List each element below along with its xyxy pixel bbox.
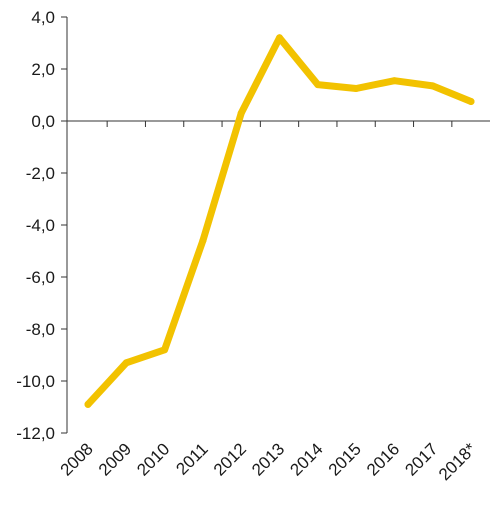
data-point (276, 34, 283, 42)
data-point (352, 85, 360, 92)
x-tick-label: 2016 (363, 439, 403, 479)
data-point (161, 346, 169, 354)
y-tick-label: -6,0 (26, 268, 55, 287)
data-point (429, 82, 437, 90)
x-tick-label: 2012 (210, 439, 250, 479)
x-tick-label: 2017 (401, 439, 441, 479)
x-tick-label: 2013 (248, 439, 288, 479)
x-tick-label: 2014 (286, 439, 326, 479)
axes (66, 17, 490, 433)
y-tick-label: -12,0 (16, 424, 55, 443)
x-tick-label: 2015 (325, 439, 365, 479)
y-tick-label: 0,0 (31, 112, 55, 131)
x-tick-label: 2009 (95, 439, 135, 479)
y-tick-label: -10,0 (16, 372, 55, 391)
y-tick-label: 4,0 (31, 8, 55, 27)
y-tick-label: -2,0 (26, 164, 55, 183)
y-tick-label: -8,0 (26, 320, 55, 339)
data-point (467, 98, 475, 105)
y-tick-label: 2,0 (31, 60, 55, 79)
data-point (84, 400, 92, 408)
y-tick-label: -4,0 (26, 216, 55, 235)
data-point (390, 77, 398, 85)
x-tick-label: 2011 (172, 439, 211, 478)
data-point (199, 237, 207, 245)
series-line (84, 34, 475, 408)
x-tick-label: 2018* (435, 439, 480, 484)
data-point (314, 81, 322, 89)
x-tick-label: 2008 (57, 439, 97, 479)
data-point (237, 109, 245, 117)
data-point (122, 359, 130, 367)
series-layer (84, 34, 475, 408)
x-tick-label: 2010 (133, 439, 173, 479)
y-axis-ticks: 4,0 2,0 0,0 -2,0 -4,0 -6,0 -8,0 -10,0 -12,0 (16, 8, 67, 443)
